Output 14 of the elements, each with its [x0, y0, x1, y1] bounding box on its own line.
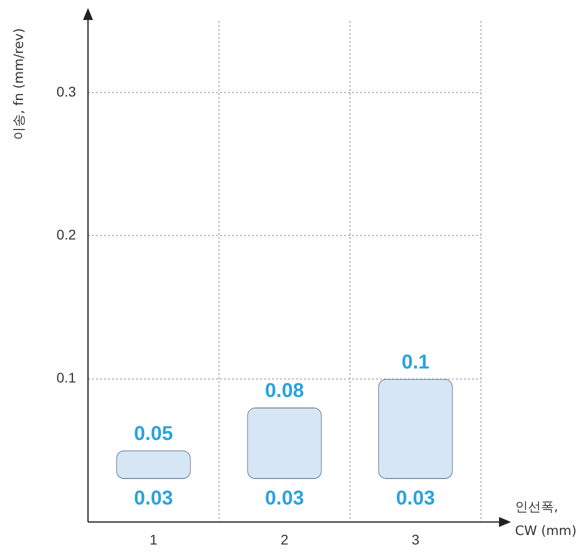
y-tick-label: 0.1 [56, 370, 76, 386]
x-tick-label: 2 [280, 531, 289, 548]
annotation: 0.03 [396, 488, 435, 510]
y-axis-title: 이송, fn (mm/rev) [11, 28, 28, 140]
annotation: 0.05 [134, 422, 173, 445]
annotation: 0.03 [265, 488, 304, 510]
x-tick-label: 1 [150, 531, 158, 548]
annotation: 0.03 [134, 488, 173, 510]
x-axis-title: 인선폭, CW (mm) [515, 499, 578, 541]
y-tick-label: 0.2 [56, 226, 76, 243]
annotation: 0.08 [265, 380, 304, 402]
x-tick-label: 3 [412, 531, 420, 548]
annotation: 0.1 [402, 351, 430, 374]
y-tick-label: 0.3 [56, 83, 76, 100]
